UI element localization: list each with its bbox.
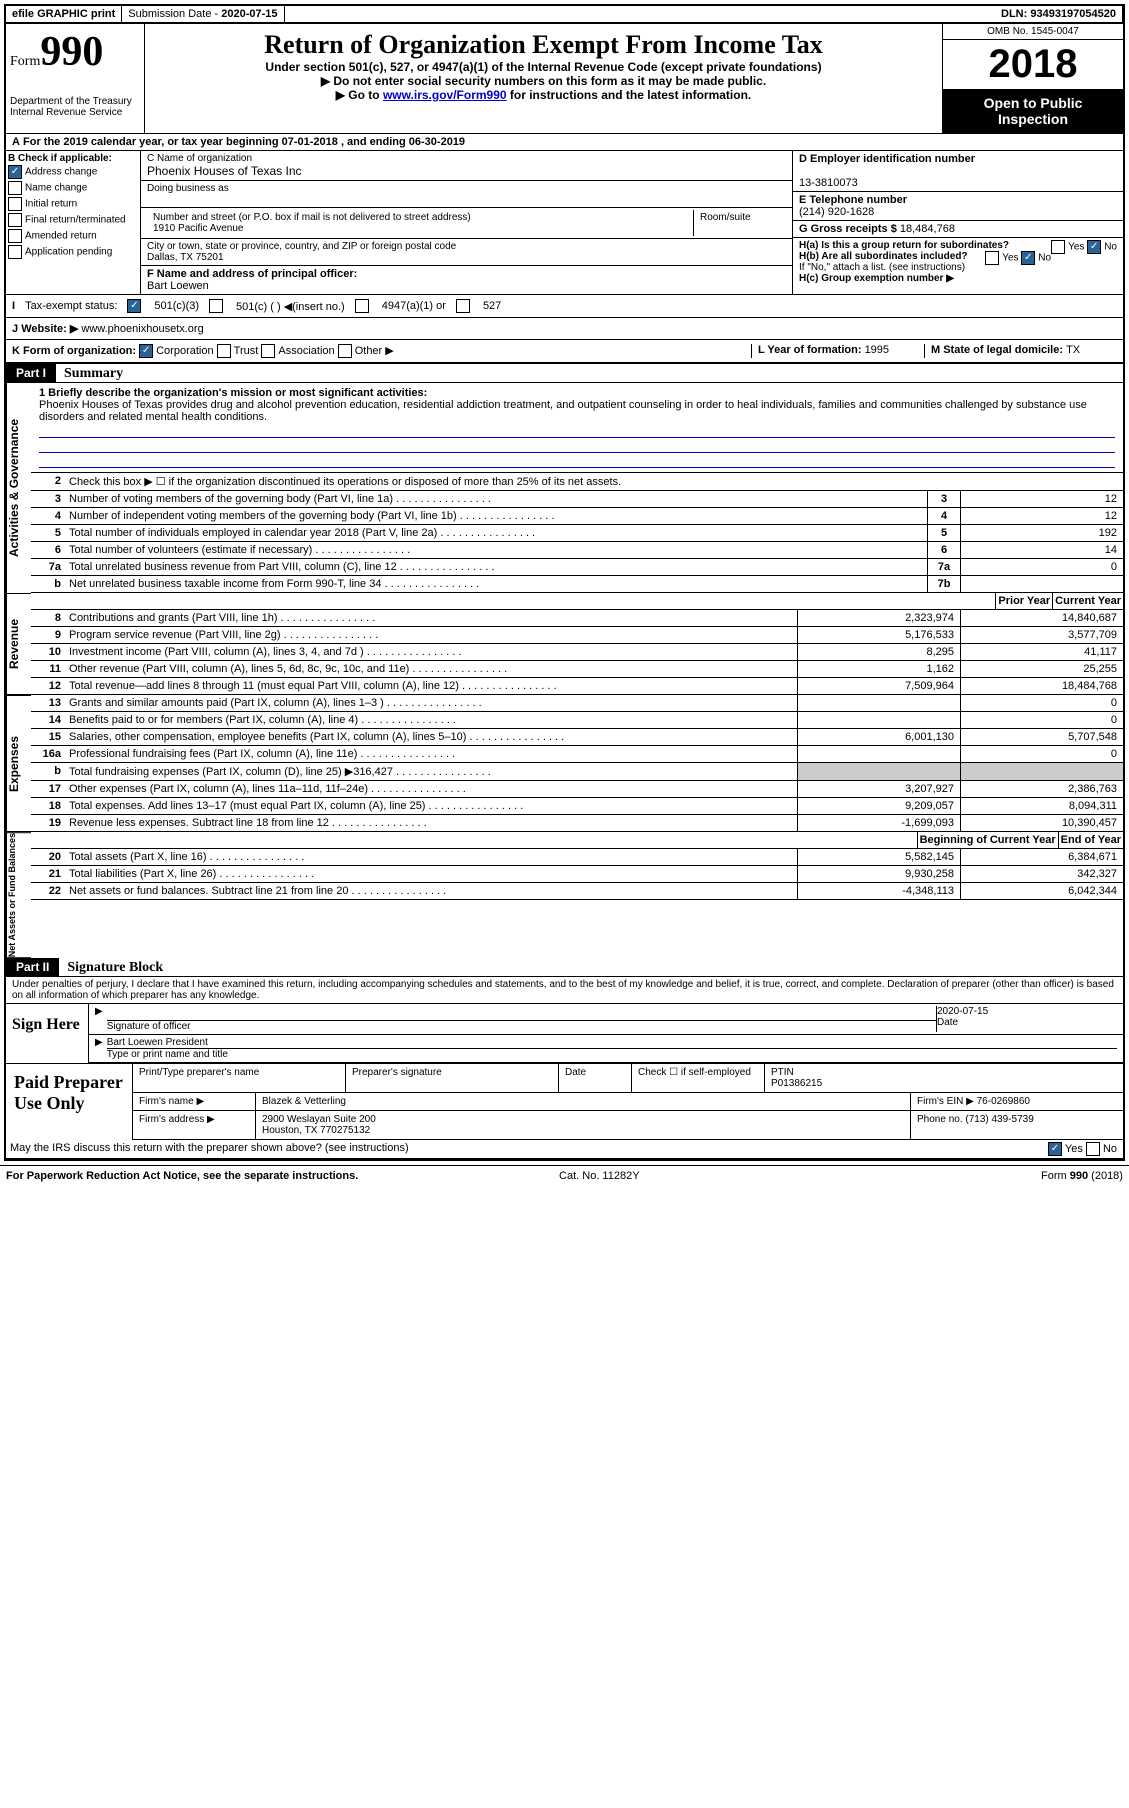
col-right: D Employer identification number13-38100… <box>793 151 1123 294</box>
omb-number: OMB No. 1545-0047 <box>943 24 1123 40</box>
line-15: 15Salaries, other compensation, employee… <box>31 729 1123 746</box>
line-10: 10Investment income (Part VIII, column (… <box>31 644 1123 661</box>
col-c: C Name of organizationPhoenix Houses of … <box>141 151 793 294</box>
side-activities: Activities & Governance <box>6 383 31 593</box>
side-expenses: Expenses <box>6 695 31 832</box>
line-4: 4Number of independent voting members of… <box>31 508 1123 525</box>
declaration: Under penalties of perjury, I declare th… <box>6 977 1123 1004</box>
irs-label: Internal Revenue Service <box>10 107 140 118</box>
org-address: 1910 Pacific Avenue <box>153 223 243 234</box>
telephone: (214) 920-1628 <box>799 206 874 218</box>
dln: DLN: 93493197054520 <box>995 6 1123 22</box>
check-namechange[interactable] <box>8 181 22 195</box>
tax-exempt-row: ITax-exempt status: ✓501(c)(3) 501(c) ( … <box>6 295 1123 318</box>
check-amended[interactable] <box>8 229 22 243</box>
dept-treasury: Department of the Treasury <box>10 96 140 107</box>
line-12: 12Total revenue—add lines 8 through 11 (… <box>31 678 1123 695</box>
line-7a: 7aTotal unrelated business revenue from … <box>31 559 1123 576</box>
website-row: J Website: ▶ www.phoenixhousetx.org <box>6 318 1123 340</box>
line-17: 17Other expenses (Part IX, column (A), l… <box>31 781 1123 798</box>
submission-date: Submission Date - 2020-07-15 <box>122 6 284 22</box>
line-14: 14Benefits paid to or for members (Part … <box>31 712 1123 729</box>
form-title: Return of Organization Exempt From Incom… <box>151 30 936 60</box>
check-address[interactable]: ✓ <box>8 165 22 179</box>
section-bcd: B Check if applicable: ✓Address change N… <box>6 151 1123 295</box>
gross-receipts: 18,484,768 <box>900 223 955 235</box>
check-initial[interactable] <box>8 197 22 211</box>
form-container: efile GRAPHIC print Submission Date - 20… <box>4 4 1125 1161</box>
line-19: 19Revenue less expenses. Subtract line 1… <box>31 815 1123 832</box>
efile-label[interactable]: efile GRAPHIC print <box>6 6 122 22</box>
line-13: 13Grants and similar amounts paid (Part … <box>31 695 1123 712</box>
line-3: 3Number of voting members of the governi… <box>31 491 1123 508</box>
part2-header: Part IISignature Block <box>6 958 1123 977</box>
page-footer: For Paperwork Reduction Act Notice, see … <box>0 1165 1129 1186</box>
side-revenue: Revenue <box>6 593 31 695</box>
activities-section: Activities & Governance 1 Briefly descri… <box>6 383 1123 593</box>
check-final[interactable] <box>8 213 22 227</box>
discuss-row: May the IRS discuss this return with the… <box>6 1140 1123 1159</box>
check-501c3[interactable]: ✓ <box>127 299 141 313</box>
k-form-row: K Form of organization: ✓Corporation Tru… <box>6 340 1123 364</box>
line-22: 22Net assets or fund balances. Subtract … <box>31 883 1123 900</box>
org-name: Phoenix Houses of Texas Inc <box>147 164 302 178</box>
expenses-section: Expenses 13Grants and similar amounts pa… <box>6 695 1123 832</box>
line-b: bNet unrelated business taxable income f… <box>31 576 1123 593</box>
subtitle-1: Under section 501(c), 527, or 4947(a)(1)… <box>151 60 936 74</box>
form-word: Form <box>10 54 40 69</box>
line-16a: 16aProfessional fundraising fees (Part I… <box>31 746 1123 763</box>
line-5: 5Total number of individuals employed in… <box>31 525 1123 542</box>
form-number: 990 <box>40 29 103 75</box>
line-18: 18Total expenses. Add lines 13–17 (must … <box>31 798 1123 815</box>
mission-block: 1 Briefly describe the organization's mi… <box>31 383 1123 473</box>
line-20: 20Total assets (Part X, line 16)5,582,14… <box>31 849 1123 866</box>
line-11: 11Other revenue (Part VIII, column (A), … <box>31 661 1123 678</box>
line-9: 9Program service revenue (Part VIII, lin… <box>31 627 1123 644</box>
form-header: Form990 Department of the Treasury Inter… <box>6 24 1123 134</box>
open-inspection: Open to PublicInspection <box>943 89 1123 133</box>
ein: 13-3810073 <box>799 177 858 189</box>
revenue-section: Revenue Prior YearCurrent Year 8Contribu… <box>6 593 1123 695</box>
top-row: efile GRAPHIC print Submission Date - 20… <box>6 6 1123 24</box>
officer-name: Bart Loewen <box>147 280 209 292</box>
subtitle-2: ▶ Do not enter social security numbers o… <box>151 74 936 88</box>
subtitle-3: ▶ Go to www.irs.gov/Form990 for instruct… <box>151 88 936 102</box>
col-b: B Check if applicable: ✓Address change N… <box>6 151 141 294</box>
netassets-section: Net Assets or Fund Balances Beginning of… <box>6 832 1123 958</box>
sign-block: Sign Here Signature of officer2020-07-15… <box>6 1004 1123 1063</box>
line-21: 21Total liabilities (Part X, line 26)9,9… <box>31 866 1123 883</box>
paid-preparer: Paid Preparer Use Only Print/Type prepar… <box>6 1063 1123 1140</box>
line-8: 8Contributions and grants (Part VIII, li… <box>31 610 1123 627</box>
tax-year: 2018 <box>943 40 1123 89</box>
side-netassets: Net Assets or Fund Balances <box>6 832 31 958</box>
check-pending[interactable] <box>8 245 22 259</box>
line-b: bTotal fundraising expenses (Part IX, co… <box>31 763 1123 781</box>
org-city: Dallas, TX 75201 <box>147 252 224 263</box>
line-6: 6Total number of volunteers (estimate if… <box>31 542 1123 559</box>
line-2: 2Check this box ▶ ☐ if the organization … <box>31 473 1123 491</box>
part1-header: Part ISummary <box>6 364 1123 383</box>
irs-link[interactable]: www.irs.gov/Form990 <box>383 88 507 102</box>
tax-period: A For the 2019 calendar year, or tax yea… <box>6 134 1123 151</box>
mission-text: Phoenix Houses of Texas provides drug an… <box>39 399 1087 423</box>
website-url: www.phoenixhousetx.org <box>81 323 203 335</box>
